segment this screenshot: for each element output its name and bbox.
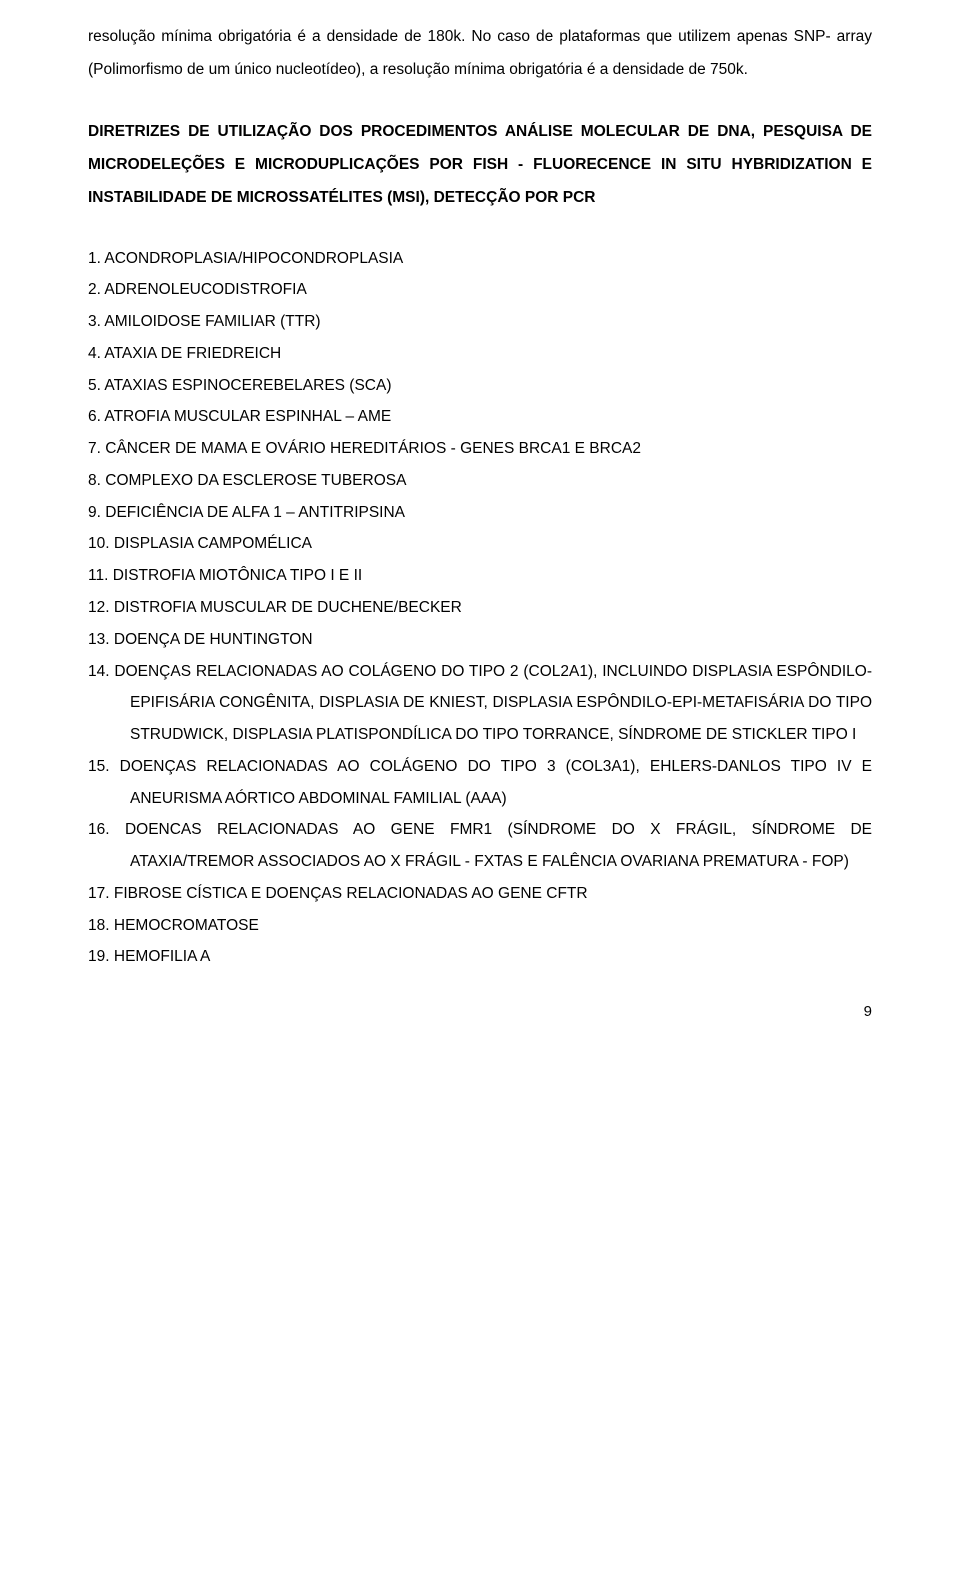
list-item: ATROFIA MUSCULAR ESPINHAL – AME	[88, 401, 872, 433]
list-item: ATAXIAS ESPINOCEREBELARES (SCA)	[88, 370, 872, 402]
list-item: AMILOIDOSE FAMILIAR (TTR)	[88, 306, 872, 338]
list-item: HEMOCROMATOSE	[88, 910, 872, 942]
page-number: 9	[88, 1003, 872, 1020]
list-item: DOENÇA DE HUNTINGTON	[88, 624, 872, 656]
list-item: ACONDROPLASIA/HIPOCONDROPLASIA	[88, 243, 872, 275]
list-item: COMPLEXO DA ESCLEROSE TUBEROSA	[88, 465, 872, 497]
list-item: DEFICIÊNCIA DE ALFA 1 – ANTITRIPSINA	[88, 497, 872, 529]
list-item: DISTROFIA MUSCULAR DE DUCHENE/BECKER	[88, 592, 872, 624]
list-item: DOENÇAS RELACIONADAS AO COLÁGENO DO TIPO…	[88, 751, 872, 815]
document-page: resolução mínima obrigatória é a densida…	[0, 0, 960, 1060]
list-item: ATAXIA DE FRIEDREICH	[88, 338, 872, 370]
list-item: DOENCAS RELACIONADAS AO GENE FMR1 (SÍNDR…	[88, 814, 872, 878]
list-item: DOENÇAS RELACIONADAS AO COLÁGENO DO TIPO…	[88, 656, 872, 751]
list-item: ADRENOLEUCODISTROFIA	[88, 274, 872, 306]
list-item: FIBROSE CÍSTICA E DOENÇAS RELACIONADAS A…	[88, 878, 872, 910]
list-item: HEMOFILIA A	[88, 941, 872, 973]
list-item: CÂNCER DE MAMA E OVÁRIO HEREDITÁRIOS - G…	[88, 433, 872, 465]
list-item: DISTROFIA MIOTÔNICA TIPO I E II	[88, 560, 872, 592]
list-item: DISPLASIA CAMPOMÉLICA	[88, 528, 872, 560]
section-heading: DIRETRIZES DE UTILIZAÇÃO DOS PROCEDIMENT…	[88, 115, 872, 215]
intro-paragraph: resolução mínima obrigatória é a densida…	[88, 20, 872, 87]
procedures-list: ACONDROPLASIA/HIPOCONDROPLASIA ADRENOLEU…	[88, 243, 872, 974]
